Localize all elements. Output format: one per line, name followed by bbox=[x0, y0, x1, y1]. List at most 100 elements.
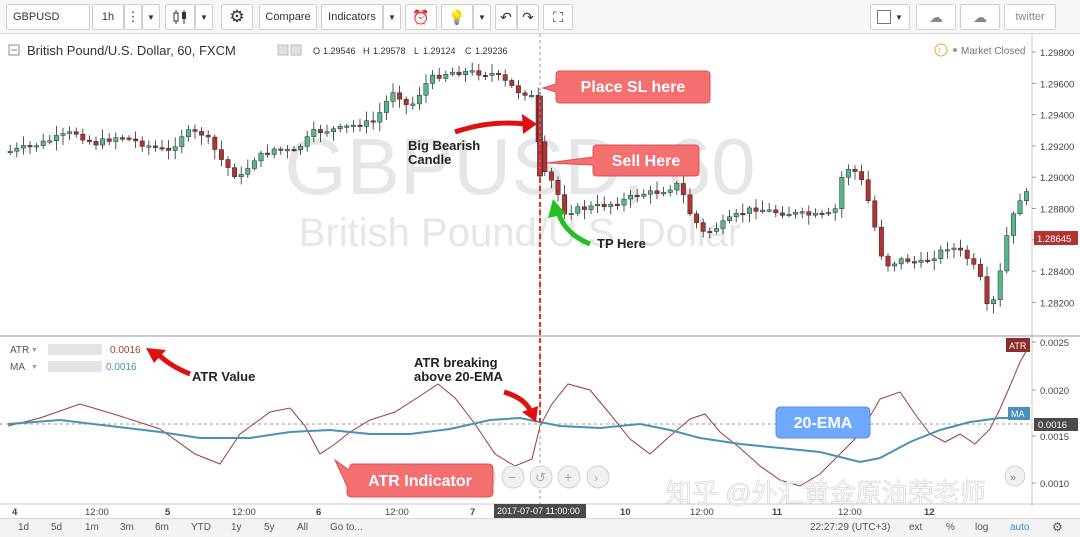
candle-body bbox=[641, 193, 647, 197]
candle-body bbox=[555, 180, 561, 195]
zoom-out-icon[interactable] bbox=[501, 465, 525, 489]
eye-icon[interactable] bbox=[277, 44, 289, 56]
candle-body bbox=[337, 125, 343, 130]
range-5y[interactable]: 5y bbox=[264, 522, 275, 533]
chevron-down-icon[interactable]: ▼ bbox=[195, 4, 213, 30]
goto-button[interactable]: Go to... bbox=[330, 522, 363, 533]
candle-body bbox=[661, 192, 667, 195]
chevron-down-icon: ▼ bbox=[895, 12, 903, 22]
candle-body bbox=[727, 216, 733, 221]
range-1m[interactable]: 1m bbox=[85, 522, 99, 533]
atr-current-value: 0.0016 bbox=[1038, 420, 1067, 431]
candle-body bbox=[245, 168, 251, 175]
zoom-in-icon[interactable] bbox=[557, 465, 581, 489]
settings-small-icon[interactable] bbox=[290, 44, 302, 56]
chevron-down-icon[interactable]: ▼ bbox=[473, 4, 491, 30]
atr-value-text: ATR Value bbox=[192, 369, 255, 384]
candles-style-button[interactable] bbox=[165, 4, 195, 30]
indicators-button[interactable]: Indicators bbox=[321, 4, 383, 30]
ma-controls[interactable] bbox=[48, 361, 102, 372]
indicators-label: Indicators bbox=[328, 11, 376, 23]
chevron-down-icon[interactable]: ▼ bbox=[383, 4, 401, 30]
atr-controls[interactable] bbox=[48, 344, 102, 355]
range-5d[interactable]: 5d bbox=[51, 522, 63, 533]
chevron-down-icon[interactable]: ▼ bbox=[142, 4, 160, 30]
candle-body bbox=[291, 149, 297, 152]
chevron-down-icon[interactable]: ▼ bbox=[31, 364, 38, 371]
scroll-to-end-icon[interactable] bbox=[1004, 465, 1026, 487]
candlestick-icon bbox=[173, 10, 186, 24]
candle-body bbox=[40, 140, 46, 146]
ext-toggle[interactable]: ext bbox=[909, 522, 923, 533]
cloud-upload-icon[interactable]: ☁ bbox=[960, 4, 1000, 30]
candle-body bbox=[410, 103, 416, 106]
candle-body bbox=[377, 112, 383, 123]
candle-body bbox=[212, 136, 218, 150]
high-label: H bbox=[363, 46, 370, 56]
range-6m[interactable]: 6m bbox=[155, 522, 169, 533]
range-1y[interactable]: 1y bbox=[231, 522, 242, 533]
color-picker-button[interactable]: ▼ bbox=[870, 4, 910, 30]
candle-body bbox=[502, 74, 508, 81]
redo-icon[interactable]: ↷ bbox=[517, 4, 539, 30]
lightbulb-icon[interactable]: 💡 bbox=[441, 4, 473, 30]
candle-body bbox=[601, 203, 607, 207]
arrow-down-icon bbox=[522, 406, 538, 422]
candle-body bbox=[80, 133, 86, 141]
twitter-share-button[interactable]: twitter bbox=[1004, 4, 1056, 30]
reset-icon[interactable] bbox=[529, 465, 553, 489]
last-price-tag: 1.28645 bbox=[1034, 231, 1078, 245]
close-label: C bbox=[465, 46, 472, 56]
more-vertical-icon[interactable]: ⋮ bbox=[124, 4, 142, 30]
source-watermark: 知乎 @外汇黄金原油荣老师 bbox=[666, 478, 986, 508]
candle-body bbox=[548, 171, 554, 181]
range-ytd[interactable]: YTD bbox=[191, 522, 211, 533]
svg-text:!: ! bbox=[938, 46, 941, 56]
candle-body bbox=[654, 190, 660, 194]
candle-body bbox=[152, 145, 158, 148]
symbol-search[interactable]: GBPUSD bbox=[6, 4, 90, 30]
scroll-right-icon[interactable] bbox=[586, 465, 610, 489]
candle-body bbox=[449, 71, 455, 75]
price-tick-label: 1.29000 bbox=[1040, 173, 1074, 184]
ema-line bbox=[7, 416, 1028, 464]
compare-button[interactable]: Compare bbox=[259, 4, 317, 30]
price-tick-label: 1.29600 bbox=[1040, 79, 1074, 90]
undo-icon[interactable]: ↶ bbox=[495, 4, 517, 30]
candle-body bbox=[628, 194, 634, 200]
candle-body bbox=[284, 149, 290, 152]
time-axis[interactable]: 4 12:00 5 12:00 6 12:00 7 10 12:00 11 12:00 12 bbox=[12, 507, 935, 518]
alert-add-icon[interactable]: ⏰ bbox=[405, 4, 437, 30]
arrow-up-icon bbox=[548, 199, 566, 218]
candle-body bbox=[238, 174, 244, 178]
ma-legend-label: MA bbox=[10, 362, 25, 373]
price-axis[interactable]: 1.29800 1.29600 1.29400 1.29200 1.29000 1.288… bbox=[1032, 48, 1074, 309]
settings-gear-icon[interactable]: ⚙ bbox=[1052, 520, 1063, 534]
fullscreen-icon[interactable]: ⛶ bbox=[543, 4, 573, 30]
cloud-save-icon[interactable]: ☁ bbox=[916, 4, 956, 30]
candle-body bbox=[898, 258, 904, 265]
candle-body bbox=[1010, 213, 1016, 236]
interval-button[interactable]: 1h bbox=[92, 4, 124, 30]
price-chart-svg[interactable]: GBPUSD, 60 British Pound/U.S. Dollar Bri… bbox=[0, 34, 1080, 518]
range-3m[interactable]: 3m bbox=[120, 522, 134, 533]
log-toggle[interactable]: log bbox=[975, 522, 989, 533]
candle-body bbox=[892, 263, 898, 267]
candle-body bbox=[984, 276, 990, 305]
candle-body bbox=[1004, 235, 1010, 272]
chart-area[interactable]: GBPUSD, 60 British Pound/U.S. Dollar Bri… bbox=[0, 34, 1080, 518]
candle-body bbox=[878, 226, 884, 257]
candle-body bbox=[93, 141, 99, 146]
range-all[interactable]: All bbox=[297, 522, 309, 533]
collapse-icon[interactable] bbox=[8, 44, 20, 56]
settings-gear-icon[interactable]: ⚙ bbox=[221, 4, 253, 30]
atr-axis[interactable]: 0.0025 0.0020 0.0015 0.0010 bbox=[1032, 338, 1069, 490]
auto-toggle[interactable]: auto bbox=[1010, 522, 1030, 533]
percent-toggle[interactable]: % bbox=[946, 522, 955, 533]
svg-text:»: » bbox=[1010, 472, 1016, 484]
candle-body bbox=[859, 171, 865, 180]
atr-tick-label: 0.0025 bbox=[1040, 338, 1069, 349]
chevron-down-icon[interactable]: ▼ bbox=[31, 347, 38, 354]
candle-body bbox=[991, 299, 997, 305]
range-1d[interactable]: 1d bbox=[18, 522, 30, 533]
